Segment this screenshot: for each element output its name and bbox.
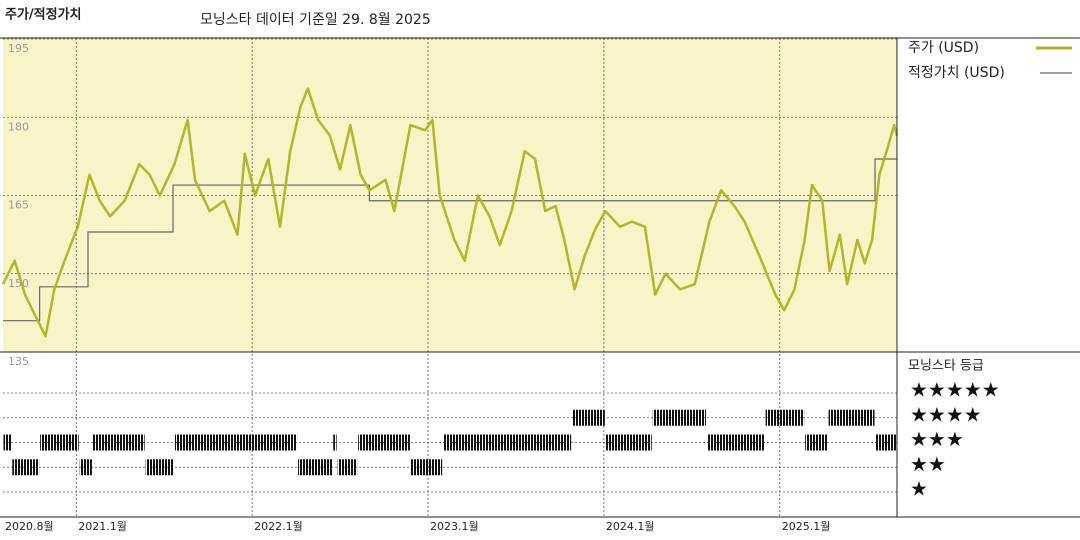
x-tick-label: 2021.1월 bbox=[78, 520, 127, 533]
rating-bar bbox=[79, 459, 92, 476]
rating-bar bbox=[805, 434, 828, 451]
rating-legend: ★★ bbox=[910, 452, 946, 476]
legend-label: 적정가치 (USD) bbox=[908, 65, 1005, 81]
rating-legend: ★★★★ bbox=[910, 402, 982, 426]
x-tick-label: 2022.1월 bbox=[254, 520, 303, 533]
y-tick-label: 180 bbox=[8, 120, 29, 133]
rating-bar bbox=[605, 434, 652, 451]
rating-bar bbox=[174, 434, 298, 451]
rating-bar bbox=[333, 434, 337, 451]
rating-legend: ★★★ bbox=[910, 427, 964, 451]
rating-bar bbox=[358, 434, 410, 451]
x-tick-label: 2025.1월 bbox=[782, 520, 831, 533]
rating-bar bbox=[12, 459, 40, 476]
x-tick-label: 2020.8월 bbox=[5, 520, 54, 533]
rating-bar bbox=[443, 434, 572, 451]
chart-title: 주가/적정가치 bbox=[5, 7, 82, 23]
legend-label: 주가 (USD) bbox=[908, 40, 979, 56]
y-tick-label: 150 bbox=[8, 277, 29, 290]
y-tick-label: 165 bbox=[8, 199, 29, 212]
y-tick-label: 195 bbox=[8, 42, 29, 55]
rating-bar bbox=[572, 409, 605, 426]
rating-bar bbox=[92, 434, 145, 451]
fair-value-line bbox=[3, 158, 897, 322]
rating-bar bbox=[765, 409, 805, 426]
plot-background bbox=[3, 38, 897, 352]
rating-bar bbox=[706, 434, 765, 451]
rating-bar bbox=[652, 409, 706, 426]
x-tick-label: 2023.1월 bbox=[430, 520, 479, 533]
rating-legend: ★ bbox=[910, 477, 928, 501]
chart-subtitle: 모닝스타 데이터 기준일 29. 8월 2025 bbox=[200, 12, 431, 28]
rating-bar bbox=[3, 434, 12, 451]
rating-bar bbox=[828, 409, 875, 426]
rating-bar bbox=[875, 434, 897, 451]
rating-bar bbox=[298, 459, 333, 476]
rating-bar bbox=[410, 459, 443, 476]
ratings-title: 모닝스타 등급 bbox=[908, 359, 984, 374]
rating-bar bbox=[337, 459, 358, 476]
rating-legend: ★★★★★ bbox=[910, 378, 1000, 402]
y-tick-label: 135 bbox=[8, 355, 29, 368]
rating-bar bbox=[145, 459, 174, 476]
rating-bar bbox=[40, 434, 79, 451]
price-line bbox=[1, 87, 899, 338]
x-tick-label: 2024.1월 bbox=[606, 520, 655, 533]
